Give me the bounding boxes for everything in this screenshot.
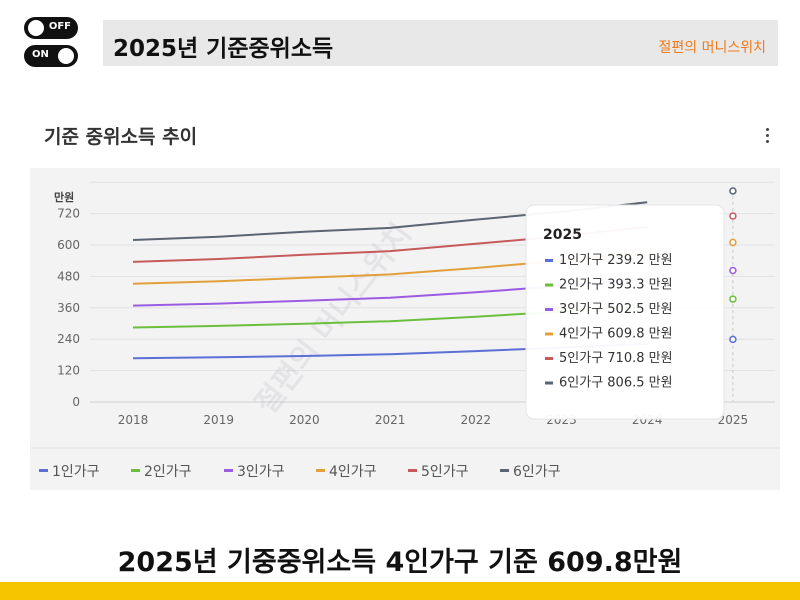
y-tick-label: 120 [57,364,80,378]
accent-bar [0,582,800,600]
legend-swatch [408,469,417,472]
on-toggle-label: ON [32,49,49,60]
data-point-3인가구 [730,268,736,274]
tooltip-swatch [545,308,553,311]
data-point-4인가구 [730,239,736,245]
legend-swatch [224,469,233,472]
more-options-icon[interactable] [760,126,774,146]
y-tick-label: 0 [72,395,80,409]
tooltip-swatch [545,284,553,287]
legend-item-6인가구: 6인가구 [513,464,561,480]
page-title: 2025년 기준중위소득 [113,29,333,63]
legend-swatch [316,469,325,472]
tooltip-title: 2025 [543,227,582,243]
brand-label: 절편의 머니스위치 [659,37,767,57]
y-tick-label: 720 [57,207,80,221]
on-toggle[interactable]: ON [24,45,78,67]
tooltip-line: 1인가구 239.2 만원 [559,253,673,268]
x-tick-label: 2019 [203,413,234,427]
tooltip-line: 5인가구 710.8 만원 [559,351,673,366]
chart-panel: 만원 0 120 240 360 480 600 720 2018 2019 2020 2021 202… [30,168,780,490]
legend-item-4인가구: 4인가구 [329,464,377,480]
legend-swatch [131,469,140,472]
header-bar: 2025년 기준중위소득 절편의 머니스위치 [103,20,778,66]
data-point-6인가구 [730,188,736,194]
watermark-text: 절편의 머니스위치 [249,217,419,421]
x-tick-label: 2022 [461,413,492,427]
tooltip-swatch [545,357,553,360]
tooltip-swatch [545,333,553,336]
y-axis-label: 만원 [54,190,74,204]
tooltip-swatch [545,259,553,262]
toggle-knob [28,20,44,36]
legend-swatch [500,469,509,472]
x-tick-label: 2021 [375,413,406,427]
legend-item-1인가구: 1인가구 [52,464,100,480]
tooltip-swatch [545,382,553,385]
toggle-knob [58,48,74,64]
data-point-5인가구 [730,213,736,219]
legend-item-5인가구: 5인가구 [421,464,469,480]
tooltip-line: 4인가구 609.8 만원 [559,327,673,342]
y-tick-label: 480 [57,269,80,283]
x-tick-label: 2020 [289,413,320,427]
off-toggle[interactable]: OFF [24,17,78,39]
y-tick-label: 600 [57,238,80,252]
legend-item-3인가구: 3인가구 [237,464,285,480]
tooltip-line: 3인가구 502.5 만원 [559,302,673,317]
y-tick-label: 360 [57,301,80,315]
legend-item-2인가구: 2인가구 [144,464,192,480]
x-tick-label: 2018 [118,413,149,427]
tooltip-line: 6인가구 806.5 만원 [559,376,673,391]
chart-card-title: 기준 중위소득 추이 [44,122,197,149]
summary-caption: 2025년 기중중위소득 4인가구 기준 609.8만원 [0,540,800,579]
y-tick-label: 240 [57,332,80,346]
data-point-1인가구 [730,336,736,342]
chart-tooltip: 2025 1인가구 239.2 만원 2인가구 393.3 만원 3인가구 502.5… [526,205,724,419]
off-toggle-label: OFF [49,21,71,32]
legend-swatch [39,469,48,472]
line-chart: 만원 0 120 240 360 480 600 720 2018 2019 2020 2021 202… [30,168,780,490]
data-point-2인가구 [730,296,736,302]
tooltip-line: 2인가구 393.3 만원 [559,278,673,293]
